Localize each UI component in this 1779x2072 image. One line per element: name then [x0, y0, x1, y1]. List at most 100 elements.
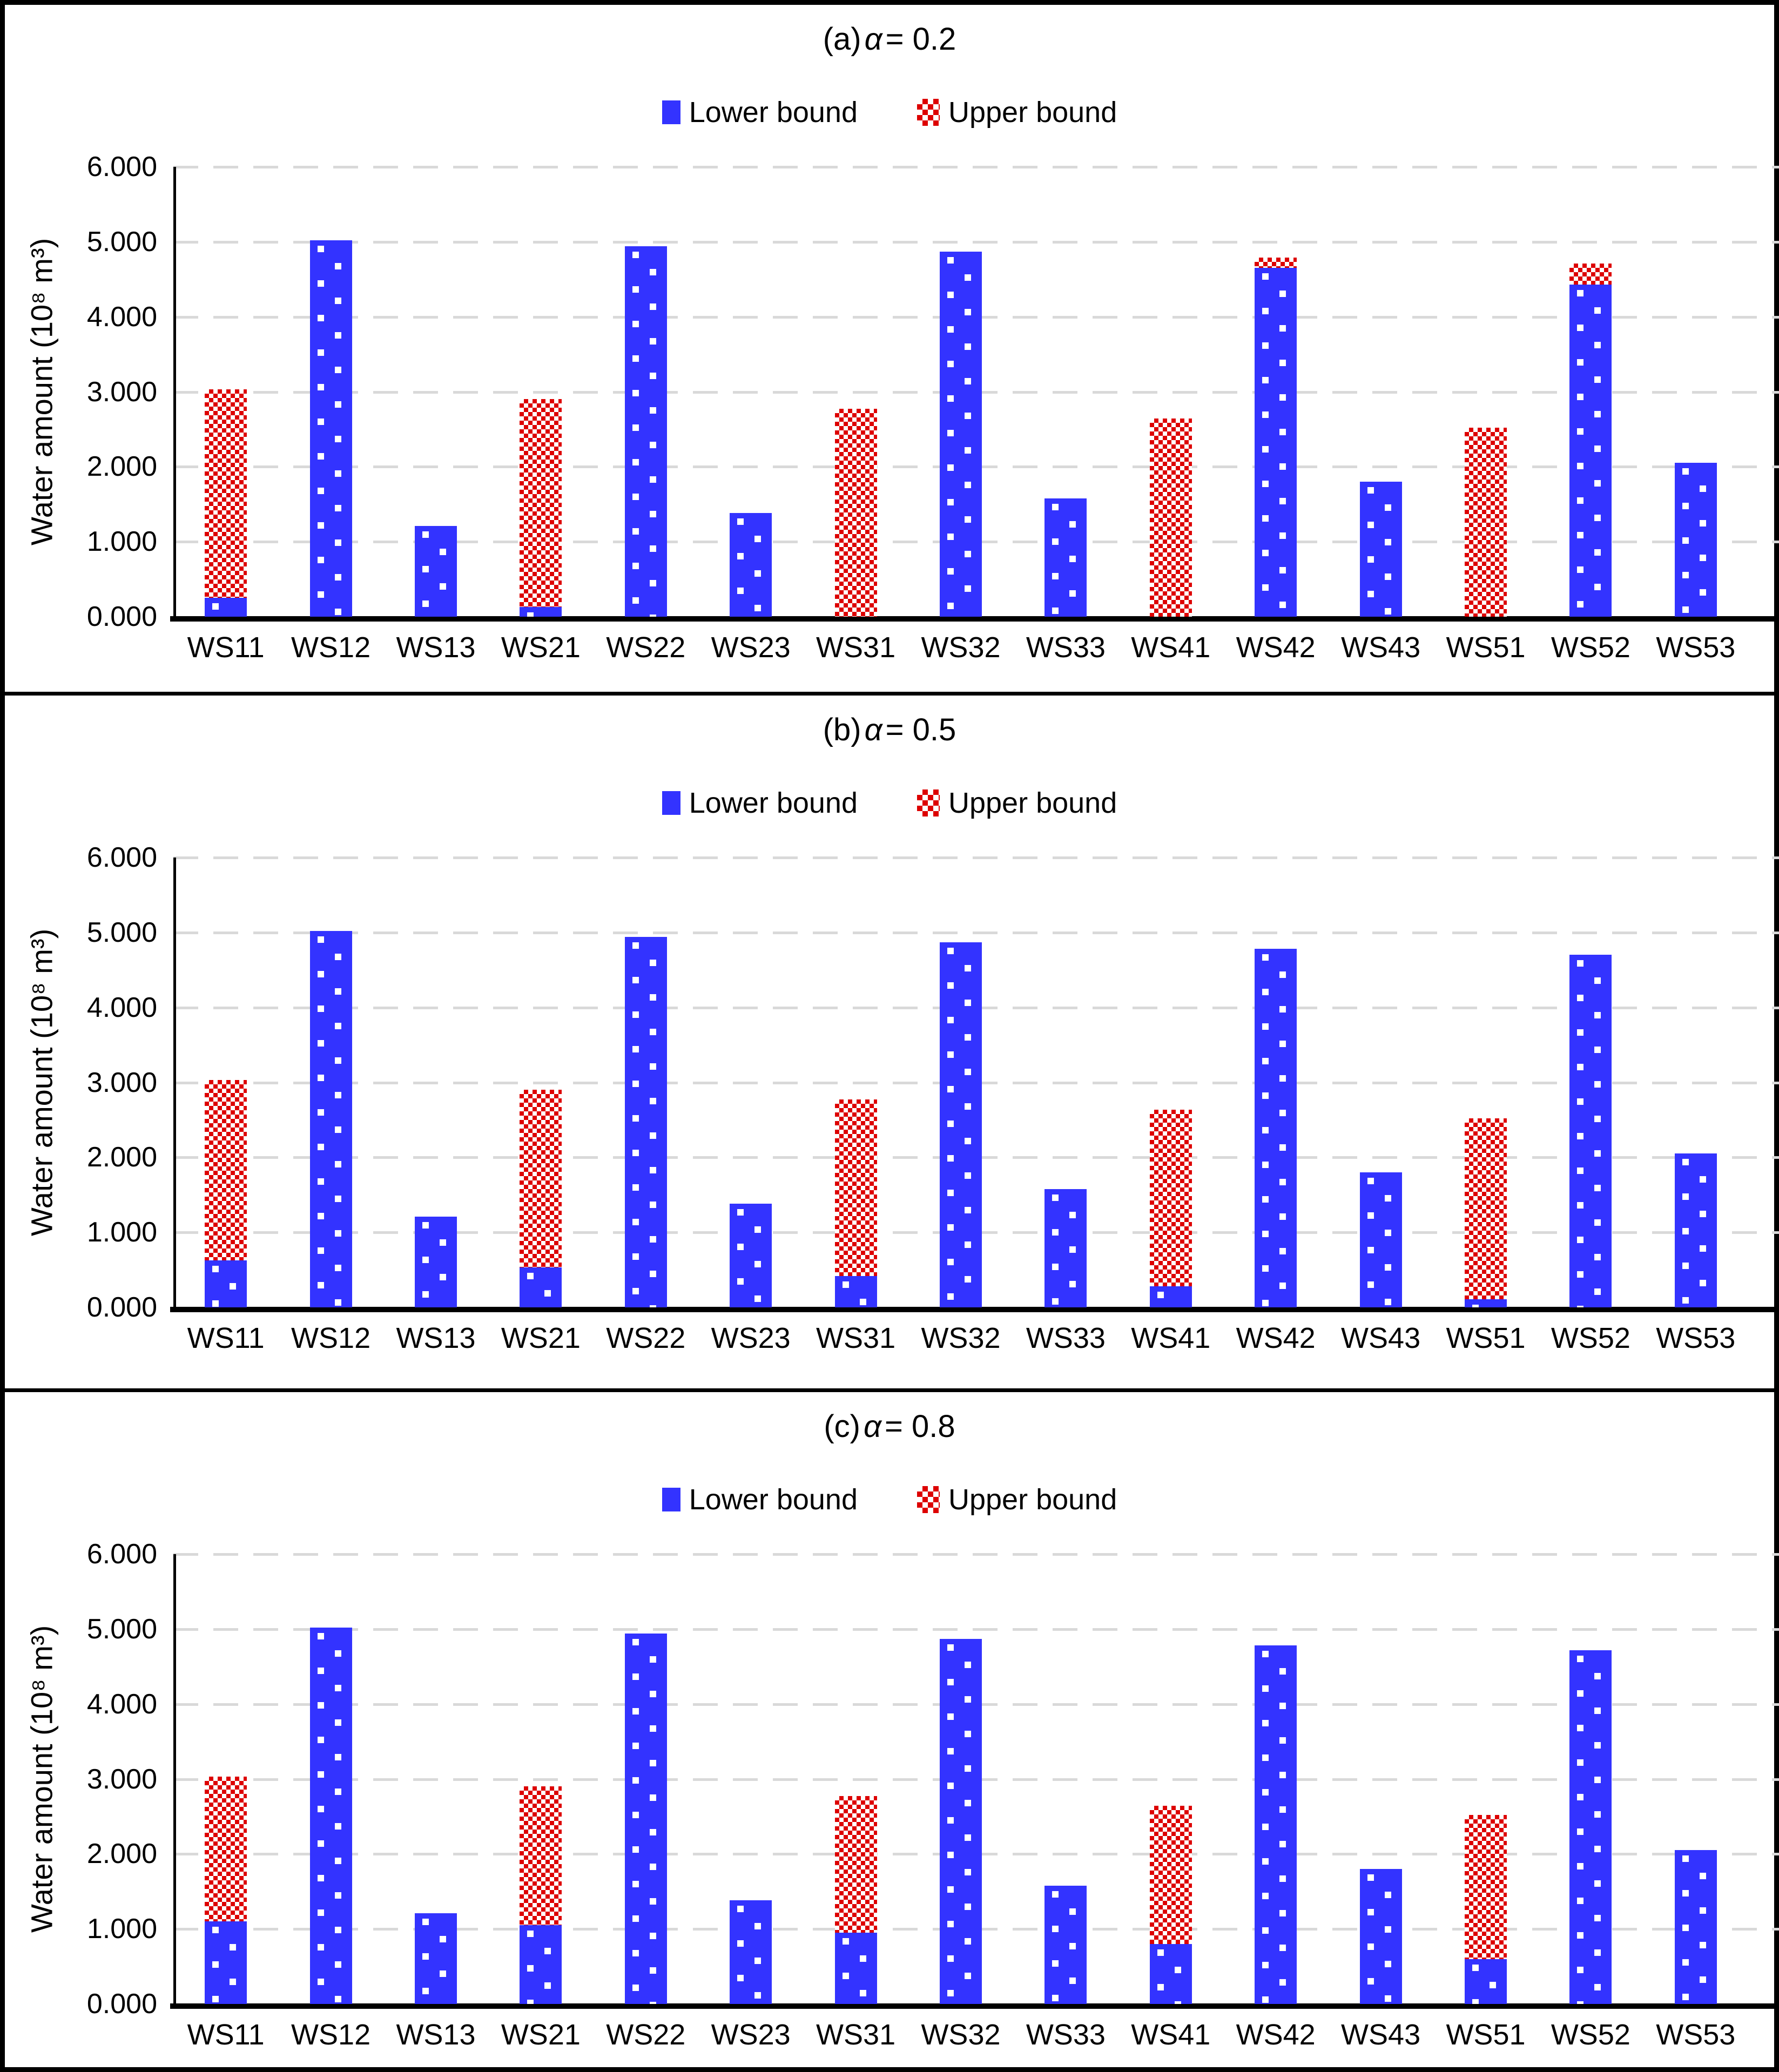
x-tick-label-WS51: WS51	[1446, 2019, 1526, 2051]
bar-lower-WS33	[1045, 1885, 1087, 2004]
x-tick-label-WS31: WS31	[816, 1322, 896, 1354]
y-tick-label: 1.000	[86, 526, 157, 558]
x-tick-label-WS12: WS12	[291, 631, 371, 664]
bar-lower-WS41	[1149, 1286, 1192, 1307]
legend-label-lower: Lower bound	[689, 96, 858, 129]
bar-lower-WS51	[1465, 1299, 1507, 1307]
x-tick-label-WS12: WS12	[291, 2019, 371, 2051]
title-suffix: = 0.8	[885, 1409, 955, 1444]
gridline-6	[173, 166, 1779, 168]
bar-lower-WS12	[309, 240, 352, 617]
legend-label-upper: Upper bound	[948, 96, 1117, 129]
x-axis-line	[170, 616, 1779, 622]
x-tick-label-WS22: WS22	[606, 2019, 686, 2051]
x-tick-label-WS52: WS52	[1551, 1322, 1630, 1354]
bar-lower-WS53	[1674, 463, 1717, 617]
y-tick-label: 6.000	[86, 1538, 157, 1570]
x-tick-label-WS32: WS32	[921, 1322, 1001, 1354]
bar-lower-WS32	[940, 251, 982, 617]
bar-upper-WS41	[1149, 419, 1192, 617]
x-tick-label-WS41: WS41	[1131, 1322, 1211, 1354]
x-tick-label-WS53: WS53	[1656, 2019, 1736, 2051]
bar-upper-WS31	[834, 1099, 877, 1276]
y-tick-label: 4.000	[86, 991, 157, 1023]
bar-upper-WS11	[205, 1777, 247, 1922]
legend: Lower bound Upper bound	[5, 1483, 1774, 1516]
x-tick-label-WS21: WS21	[501, 2019, 581, 2051]
x-tick-label-WS51: WS51	[1446, 631, 1526, 664]
bar-lower-WS22	[624, 246, 667, 617]
x-tick-label-WS43: WS43	[1341, 631, 1421, 664]
x-tick-label-WS43: WS43	[1341, 1322, 1421, 1354]
legend: Lower bound Upper bound	[5, 96, 1774, 129]
bar-lower-WS43	[1359, 482, 1402, 617]
panel-title: (c) α = 0.8	[5, 1408, 1774, 1445]
x-tick-label-WS21: WS21	[501, 631, 581, 664]
gridline-5	[173, 931, 1779, 934]
bar-upper-WS51	[1465, 428, 1507, 617]
y-tick-label: 1.000	[86, 1913, 157, 1945]
upper-bound-swatch-icon	[917, 789, 940, 816]
bar-lower-WS12	[309, 1628, 352, 2004]
x-axis-line	[170, 1307, 1779, 1312]
bar-lower-WS42	[1255, 949, 1297, 1307]
bar-upper-WS52	[1569, 264, 1612, 285]
y-axis-line	[173, 167, 176, 617]
bar-upper-WS11	[205, 389, 247, 598]
legend-label-lower: Lower bound	[689, 1483, 858, 1516]
bar-lower-WS52	[1569, 1650, 1612, 2004]
x-tick-label-WS31: WS31	[816, 631, 896, 664]
bar-lower-WS33	[1045, 498, 1087, 617]
y-tick-label: 0.000	[86, 1988, 157, 2020]
bar-lower-WS31	[834, 1933, 877, 2004]
bar-upper-WS31	[834, 1796, 877, 1933]
bar-lower-WS42	[1255, 268, 1297, 617]
x-tick-label-WS31: WS31	[816, 2019, 896, 2051]
bar-lower-WS31	[834, 1275, 877, 1307]
lower-bound-swatch-icon	[662, 791, 680, 815]
x-tick-label-WS41: WS41	[1131, 2019, 1211, 2051]
y-axis-line	[173, 858, 176, 1307]
bar-lower-WS41	[1149, 1943, 1192, 2004]
x-tick-label-WS53: WS53	[1656, 1322, 1736, 1354]
legend: Lower bound Upper bound	[5, 786, 1774, 820]
bar-upper-WS42	[1255, 258, 1297, 268]
x-tick-label-WS22: WS22	[606, 1322, 686, 1354]
y-tick-label: 3.000	[86, 1067, 157, 1098]
x-tick-label-WS42: WS42	[1236, 1322, 1316, 1354]
y-tick-label: 0.000	[86, 1292, 157, 1323]
bar-lower-WS33	[1045, 1189, 1087, 1307]
bar-upper-WS41	[1149, 1109, 1192, 1287]
bar-upper-WS21	[520, 399, 562, 607]
x-tick-label-WS53: WS53	[1656, 631, 1736, 664]
bar-lower-WS22	[624, 1634, 667, 2004]
y-tick-label: 2.000	[86, 451, 157, 483]
legend-item-lower-bound: Lower bound	[662, 786, 858, 820]
bar-upper-WS21	[520, 1786, 562, 1926]
bar-lower-WS21	[520, 1267, 562, 1307]
y-tick-label: 2.000	[86, 1838, 157, 1870]
bar-upper-WS21	[520, 1090, 562, 1268]
y-axis-line	[173, 1554, 176, 2004]
x-tick-label-WS13: WS13	[396, 631, 476, 664]
x-tick-label-WS52: WS52	[1551, 2019, 1630, 2051]
bar-lower-WS43	[1359, 1869, 1402, 2004]
x-tick-label-WS11: WS11	[187, 631, 265, 664]
bar-lower-WS32	[940, 1638, 982, 2004]
panel-title: (a) α = 0.2	[5, 21, 1774, 57]
bar-lower-WS21	[520, 1925, 562, 2004]
bar-lower-WS13	[415, 1913, 457, 2004]
x-tick-label-WS11: WS11	[187, 1322, 265, 1354]
x-tick-label-WS41: WS41	[1131, 631, 1211, 664]
y-tick-label: 4.000	[86, 1688, 157, 1720]
x-tick-label-WS11: WS11	[187, 2019, 265, 2051]
x-tick-label-WS12: WS12	[291, 1322, 371, 1354]
y-tick-label: 1.000	[86, 1217, 157, 1248]
title-prefix: (a)	[823, 22, 861, 57]
plot-area: 0.000 1.000 2.000 3.000 4.000 5.000 6.000 WS11 W…	[87, 1540, 1779, 2049]
bar-lower-WS23	[730, 1900, 772, 2004]
bar-lower-WS13	[415, 1217, 457, 1307]
bar-lower-WS22	[624, 937, 667, 1307]
lower-bound-swatch-icon	[662, 1488, 680, 1511]
